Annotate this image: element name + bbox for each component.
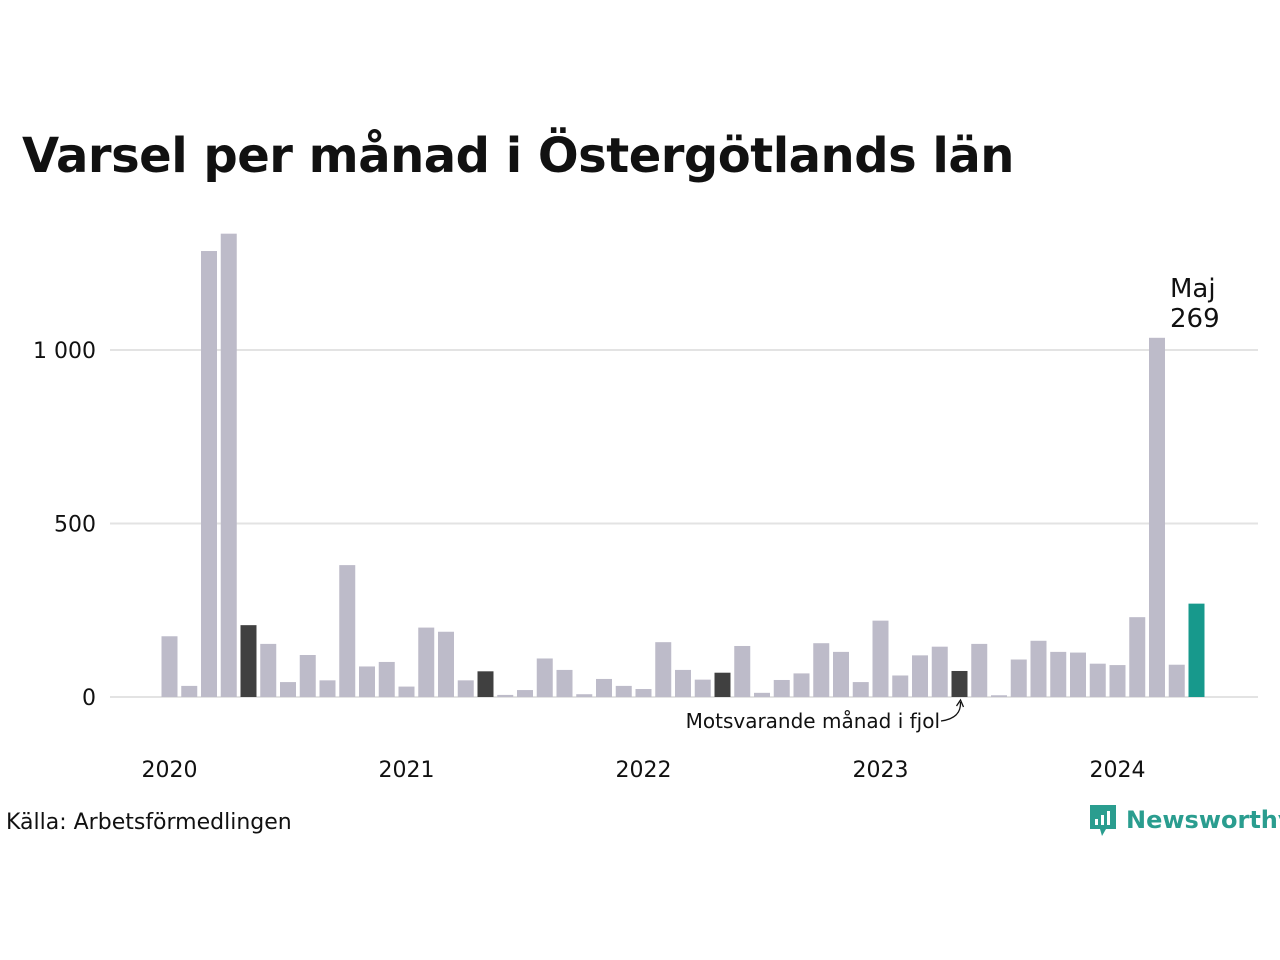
bar-2021-10 [576,694,593,697]
bar-2022-11 [833,651,849,697]
bar-2020-12 [378,661,395,697]
bars-layer [161,233,1205,698]
bar-2022-07 [754,692,770,697]
bar-2023-09 [1030,640,1047,697]
bar-2021-03 [438,631,454,697]
y-tick-label: 0 [82,686,96,711]
bar-2020-02 [181,685,198,697]
bar-2023-05 [951,670,968,697]
bar-2022-08 [773,679,790,697]
bar-2023-10 [1050,651,1067,697]
chart-title: Varsel per månad i Östergötlands län [22,128,1014,184]
bar-2021-02 [418,627,435,697]
x-tick-label: 2023 [853,758,909,783]
bar-2024-02 [1129,617,1146,697]
bar-2020-01 [161,636,178,697]
bar-2023-02 [892,675,909,697]
bar-2022-09 [793,673,810,697]
bar-2020-04 [220,233,237,698]
y-tick-label: 500 [54,512,96,537]
logo-wordmark: Newsworthy [1126,806,1280,834]
grid-layer [110,348,1258,698]
bar-2023-08 [1010,659,1027,697]
latest-month-label: Maj [1170,274,1216,304]
bar-2020-10 [339,565,356,697]
bar-2022-03 [675,669,691,697]
bar-2021-07 [517,690,533,697]
bar-2021-12 [615,685,632,697]
bar-2023-03 [912,655,928,697]
x-tick-label: 2024 [1090,758,1146,783]
bar-2021-09 [556,669,573,697]
latest-value-label: 269 [1170,304,1220,334]
note-arrow [940,701,962,722]
x-tick-label: 2020 [142,758,198,783]
bar-2022-06 [734,645,751,697]
bar-2023-11 [1070,652,1086,697]
bar-2021-11 [596,678,612,697]
bar-2022-10 [813,643,830,697]
note-arrowhead [955,698,965,708]
bar-2020-06 [260,643,277,697]
x-tick-label: 2021 [379,758,435,783]
bar-2021-08 [536,658,553,697]
bar-2020-09 [319,680,336,697]
bar-2024-01 [1109,665,1126,697]
bar-2021-04 [457,680,474,697]
bar-2021-05 [477,671,494,697]
newsworthy-logo: Newsworthy [1088,803,1280,837]
bar-2022-05 [714,672,731,697]
bar-2021-01 [398,686,415,697]
bar-2024-05 [1188,603,1205,697]
bar-2023-06 [971,643,988,697]
bar-2022-12 [852,682,869,697]
bar-2023-01 [872,620,889,697]
bar-2023-04 [931,646,948,697]
bar-2020-07 [280,682,296,697]
bar-2022-01 [635,689,652,697]
bar-2020-08 [299,655,316,697]
newsworthy-logo-icon [1090,805,1116,836]
bar-2020-03 [201,251,217,697]
same-month-note: Motsvarande månad i fjol [686,709,940,733]
y-tick-label: 1 000 [33,339,96,364]
bar-2024-04 [1168,664,1185,697]
bar-2022-02 [655,642,672,697]
bar-2021-06 [497,694,514,697]
bar-2023-12 [1089,663,1106,697]
bar-2023-07 [991,695,1007,697]
bar-2020-11 [359,666,375,697]
bar-2022-04 [694,679,711,697]
x-tick-label: 2022 [616,758,672,783]
source-note: Källa: Arbetsförmedlingen [6,810,292,835]
bar-2020-05 [240,625,257,697]
bar-2024-03 [1149,337,1165,697]
